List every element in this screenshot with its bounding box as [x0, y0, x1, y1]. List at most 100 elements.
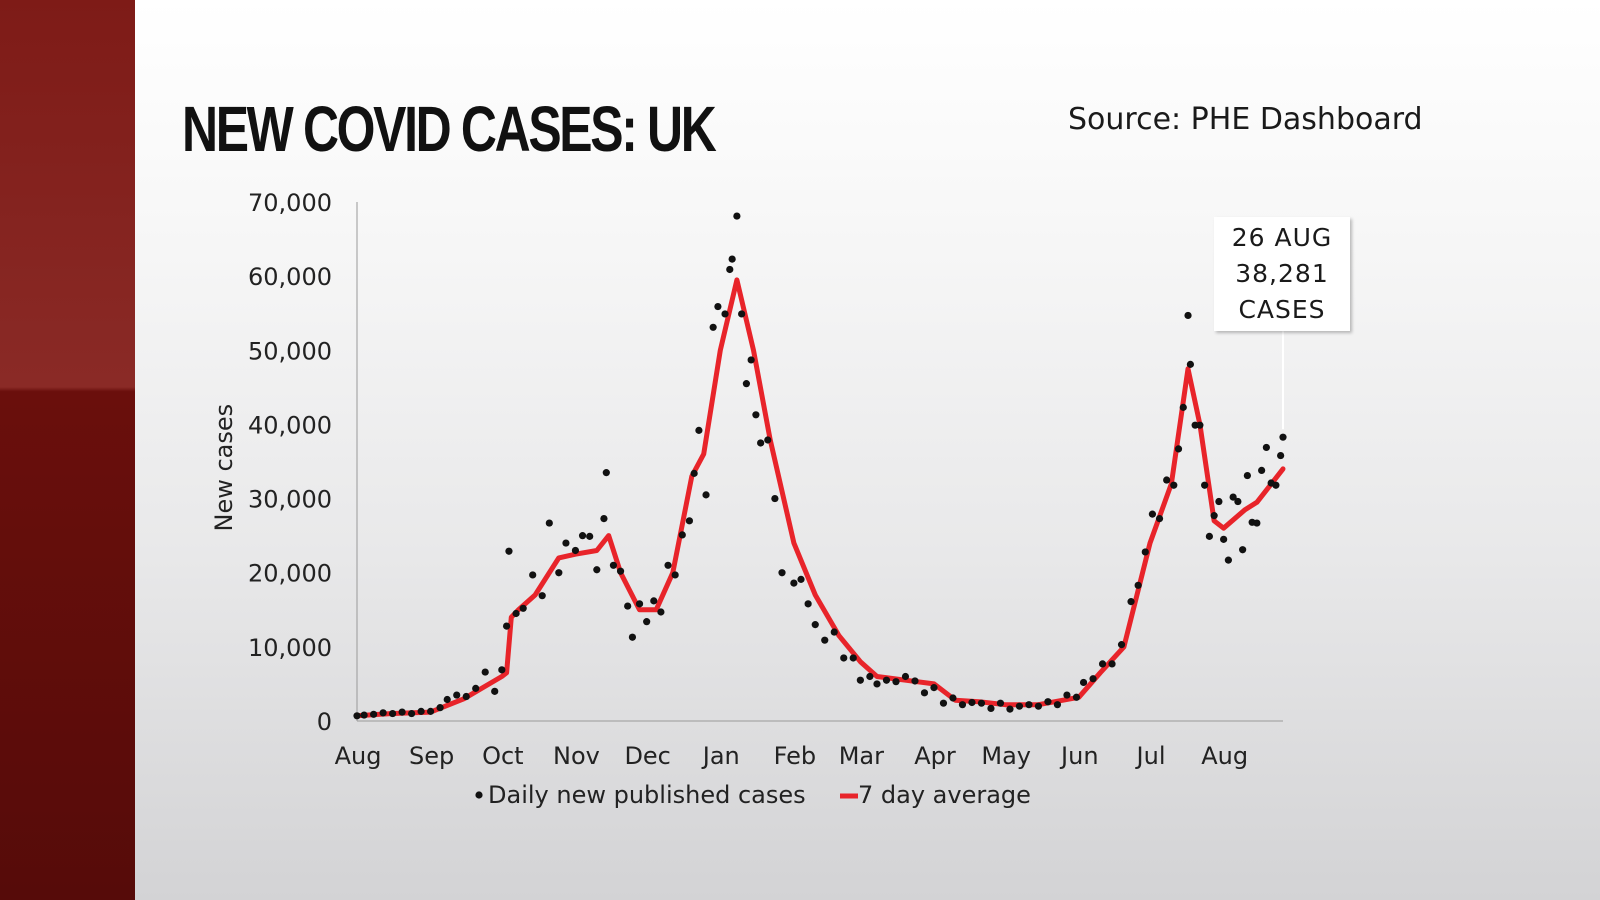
legend-dot-marker [475, 791, 483, 799]
daily-case-point [1108, 660, 1116, 668]
daily-case-point [353, 712, 361, 720]
daily-case-point [1224, 556, 1232, 564]
x-tick-label: Mar [839, 742, 884, 770]
daily-case-point [545, 519, 553, 527]
y-tick-label: 0 [317, 708, 332, 736]
x-tick-label: Jun [1059, 742, 1099, 770]
daily-case-point [408, 709, 416, 718]
legend-label-daily: Daily new published cases [488, 781, 806, 809]
daily-case-point [1044, 698, 1052, 706]
y-tick-label: 70,000 [248, 189, 332, 217]
daily-case-point [1196, 421, 1204, 429]
daily-case-point [1279, 433, 1287, 441]
daily-case-point [747, 356, 755, 364]
daily-case-point [671, 571, 679, 579]
daily-case-point [643, 618, 651, 626]
daily-case-point [1079, 678, 1088, 687]
x-tick-label: Feb [774, 742, 817, 770]
daily-case-point [562, 539, 570, 547]
daily-case-point [602, 469, 610, 477]
daily-case-point [417, 707, 425, 715]
daily-case-point [1243, 471, 1251, 480]
daily-case-point [462, 692, 470, 701]
daily-case-point [778, 569, 786, 577]
y-axis-title: New cases [210, 404, 238, 532]
daily-case-point [892, 678, 900, 686]
daily-case-point [505, 547, 513, 555]
x-tick-label: Sep [409, 742, 454, 770]
daily-case-point [498, 666, 506, 674]
daily-case-point [821, 636, 829, 644]
daily-case-point [1034, 702, 1043, 710]
daily-case-point [650, 597, 658, 605]
daily-case-point [987, 704, 995, 712]
daily-case-point [714, 302, 722, 311]
daily-case-point [664, 561, 672, 569]
daily-case-point [1262, 443, 1270, 452]
daily-case-point [866, 672, 874, 681]
daily-case-point [678, 531, 686, 539]
daily-case-point [797, 575, 805, 583]
daily-case-point [1201, 481, 1209, 489]
daily-case-point [1072, 693, 1081, 701]
daily-case-point [593, 566, 601, 574]
daily-case-point [1170, 481, 1178, 489]
daily-case-point [1258, 466, 1266, 474]
daily-case-point [811, 621, 819, 629]
daily-case-point [733, 212, 741, 220]
daily-case-point [398, 708, 406, 716]
daily-case-point [939, 699, 948, 707]
daily-case-point [752, 411, 760, 419]
daily-case-point [443, 695, 451, 704]
x-tick-label: Jan [701, 742, 740, 770]
daily-case-point [616, 567, 625, 575]
daily-case-point [685, 517, 694, 525]
daily-case-point [742, 380, 750, 388]
callout-date: 26 AUG [1231, 223, 1333, 252]
daily-case-point [1179, 403, 1187, 411]
legend-label-average: 7 day average [858, 781, 1031, 809]
daily-case-point [1174, 445, 1183, 453]
daily-case-point [830, 628, 838, 636]
daily-case-point [600, 514, 608, 523]
x-tick-label: Oct [482, 742, 524, 770]
daily-case-point [1205, 532, 1213, 540]
daily-case-point [949, 694, 957, 702]
daily-case-point [873, 680, 881, 688]
callout-unit: CASES [1238, 295, 1326, 324]
daily-case-point [1006, 705, 1014, 713]
chart-title: NEW COVID CASES: UK [182, 93, 717, 165]
daily-case-point [977, 699, 986, 707]
daily-case-point [529, 571, 537, 579]
daily-case-point [856, 676, 864, 684]
daily-case-point [1025, 701, 1033, 709]
daily-case-point [1215, 497, 1223, 506]
y-tick-label: 10,000 [248, 634, 332, 662]
daily-case-point [911, 677, 919, 685]
daily-case-point [453, 691, 461, 699]
daily-case-point [436, 704, 444, 712]
x-tick-label: Aug [1201, 742, 1248, 770]
daily-case-point [1234, 497, 1242, 506]
daily-case-point [702, 491, 710, 499]
daily-case-point [1134, 581, 1142, 589]
daily-case-point [624, 602, 632, 610]
daily-case-point [389, 709, 397, 718]
daily-case-point [1015, 702, 1024, 710]
daily-case-point [1272, 481, 1280, 489]
daily-case-point [721, 310, 729, 318]
daily-case-point [519, 604, 527, 612]
daily-case-point [1184, 311, 1192, 320]
daily-case-point [578, 532, 587, 540]
daily-case-point [555, 569, 563, 577]
y-tick-label: 50,000 [248, 337, 332, 365]
y-tick-label: 30,000 [248, 486, 332, 514]
daily-case-point [586, 532, 594, 540]
daily-case-point [571, 546, 580, 555]
daily-case-point [481, 668, 489, 676]
daily-case-point [512, 609, 520, 618]
daily-case-point [491, 687, 499, 695]
daily-case-point [804, 600, 812, 608]
latest-value-callout: 26 AUG 38,281 CASES [1214, 217, 1350, 331]
daily-case-point [379, 709, 387, 717]
